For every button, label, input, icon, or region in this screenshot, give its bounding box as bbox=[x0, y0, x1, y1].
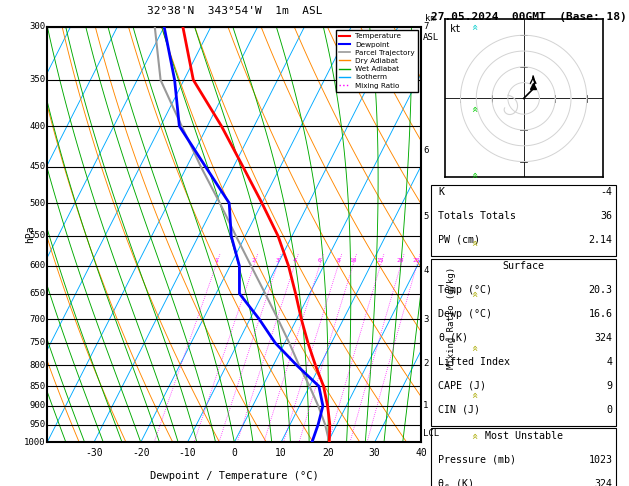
Text: θₑ(K): θₑ(K) bbox=[438, 333, 468, 343]
Text: 9: 9 bbox=[607, 381, 613, 391]
Text: «: « bbox=[469, 171, 479, 178]
Text: 20: 20 bbox=[397, 258, 404, 262]
Text: 650: 650 bbox=[29, 289, 45, 298]
Text: 15: 15 bbox=[377, 258, 384, 262]
Bar bbox=[431, 429, 616, 486]
Text: 300: 300 bbox=[29, 22, 45, 31]
Text: Temp (°C): Temp (°C) bbox=[438, 285, 493, 295]
Text: 750: 750 bbox=[29, 338, 45, 347]
Text: 32°38'N  343°54'W  1m  ASL: 32°38'N 343°54'W 1m ASL bbox=[147, 6, 322, 17]
Text: 3: 3 bbox=[276, 258, 279, 262]
Text: CAPE (J): CAPE (J) bbox=[438, 381, 486, 391]
Text: -4: -4 bbox=[601, 187, 613, 197]
Text: «: « bbox=[469, 239, 479, 245]
Text: 16.6: 16.6 bbox=[589, 309, 613, 319]
Text: Totals Totals: Totals Totals bbox=[438, 211, 516, 221]
Text: 500: 500 bbox=[29, 199, 45, 208]
Text: km: km bbox=[425, 14, 436, 22]
Text: 4: 4 bbox=[607, 357, 613, 367]
Text: ASL: ASL bbox=[423, 33, 439, 42]
Text: CIN (J): CIN (J) bbox=[438, 404, 481, 415]
Text: 25: 25 bbox=[413, 258, 420, 262]
Bar bbox=[431, 259, 616, 426]
Text: 27.05.2024  00GMT  (Base: 18): 27.05.2024 00GMT (Base: 18) bbox=[431, 12, 626, 22]
Text: hPa: hPa bbox=[25, 226, 35, 243]
Text: 900: 900 bbox=[29, 401, 45, 410]
Text: 20.3: 20.3 bbox=[589, 285, 613, 295]
Text: 1: 1 bbox=[423, 400, 429, 410]
Text: 1000: 1000 bbox=[24, 438, 45, 447]
Text: «: « bbox=[469, 432, 479, 439]
Text: LCL: LCL bbox=[423, 429, 440, 438]
Text: 40: 40 bbox=[416, 449, 427, 458]
Text: 2: 2 bbox=[252, 258, 255, 262]
Text: 550: 550 bbox=[29, 231, 45, 241]
Text: 850: 850 bbox=[29, 382, 45, 391]
Text: 2: 2 bbox=[423, 359, 429, 367]
Text: Dewp (°C): Dewp (°C) bbox=[438, 309, 493, 319]
Text: 4: 4 bbox=[292, 258, 296, 262]
Text: 2.14: 2.14 bbox=[589, 235, 613, 245]
Text: K: K bbox=[438, 187, 444, 197]
Text: Pressure (mb): Pressure (mb) bbox=[438, 455, 516, 465]
Text: 10: 10 bbox=[349, 258, 357, 262]
Text: kt: kt bbox=[449, 24, 461, 34]
Text: 400: 400 bbox=[29, 122, 45, 131]
Text: PW (cm): PW (cm) bbox=[438, 235, 481, 245]
Text: 36: 36 bbox=[601, 211, 613, 221]
Text: 6: 6 bbox=[318, 258, 321, 262]
Text: «: « bbox=[469, 344, 479, 351]
Text: -10: -10 bbox=[179, 449, 196, 458]
Text: «: « bbox=[469, 290, 479, 297]
Text: 700: 700 bbox=[29, 314, 45, 324]
Text: 5: 5 bbox=[423, 212, 429, 221]
Text: 6: 6 bbox=[423, 146, 429, 156]
Text: 8: 8 bbox=[336, 258, 340, 262]
Text: «: « bbox=[469, 105, 479, 112]
Text: «: « bbox=[469, 391, 479, 398]
Text: 324: 324 bbox=[594, 479, 613, 486]
Text: 0: 0 bbox=[231, 449, 237, 458]
Text: -30: -30 bbox=[85, 449, 103, 458]
Text: Mixing Ratio (g/kg): Mixing Ratio (g/kg) bbox=[447, 266, 456, 369]
Text: Lifted Index: Lifted Index bbox=[438, 357, 510, 367]
Text: 0: 0 bbox=[607, 404, 613, 415]
Text: 20: 20 bbox=[322, 449, 334, 458]
Text: θₑ (K): θₑ (K) bbox=[438, 479, 474, 486]
Bar bbox=[431, 185, 616, 257]
Text: -20: -20 bbox=[132, 449, 150, 458]
Text: 4: 4 bbox=[423, 266, 429, 275]
Text: 30: 30 bbox=[369, 449, 381, 458]
Text: 10: 10 bbox=[276, 449, 287, 458]
Text: 324: 324 bbox=[594, 333, 613, 343]
Text: «: « bbox=[469, 23, 479, 30]
Text: 600: 600 bbox=[29, 261, 45, 270]
Text: Dewpoint / Temperature (°C): Dewpoint / Temperature (°C) bbox=[150, 471, 319, 481]
Text: 1023: 1023 bbox=[589, 455, 613, 465]
Text: 450: 450 bbox=[29, 162, 45, 171]
Text: 350: 350 bbox=[29, 75, 45, 85]
Text: 1: 1 bbox=[214, 258, 218, 262]
Text: 3: 3 bbox=[423, 314, 429, 324]
Text: Most Unstable: Most Unstable bbox=[484, 431, 563, 441]
Text: 800: 800 bbox=[29, 361, 45, 370]
Text: 950: 950 bbox=[29, 420, 45, 429]
Text: Surface: Surface bbox=[503, 261, 545, 271]
Text: 7: 7 bbox=[423, 22, 429, 31]
Legend: Temperature, Dewpoint, Parcel Trajectory, Dry Adiabat, Wet Adiabat, Isotherm, Mi: Temperature, Dewpoint, Parcel Trajectory… bbox=[336, 30, 418, 91]
